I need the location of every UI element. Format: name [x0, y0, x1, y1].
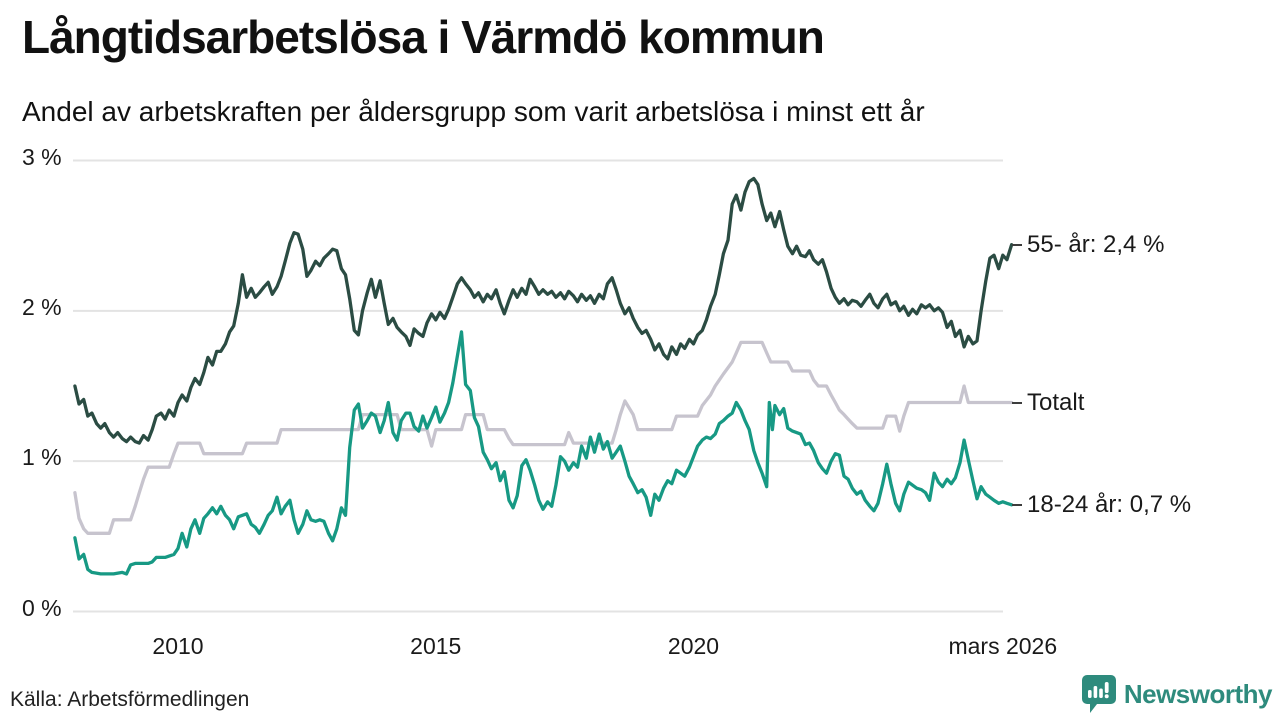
end-label-dash — [1012, 401, 1022, 404]
x-tick-label-mars-2026: mars 2026 — [948, 633, 1058, 659]
end-label-totalt: Totalt — [1012, 389, 1084, 417]
x-tick-label-2015: 2015 — [410, 633, 462, 659]
end-label-text: Totalt — [1027, 388, 1085, 416]
series-line-55-r — [73, 176, 1014, 445]
y-tick-label-2: 2 % — [22, 293, 62, 320]
end-label-dash — [1012, 243, 1022, 246]
page-title: Långtidsarbetslösa i Värmdö kommun — [22, 11, 825, 63]
end-label-55-r: 55- år: 2,4 % — [1012, 231, 1164, 259]
end-label-text: 18-24 år: 0,7 % — [1027, 490, 1192, 518]
newsworthy-wordmark: Newsworthy — [1123, 678, 1273, 709]
x-tick-label-2010: 2010 — [152, 633, 204, 659]
end-label-text: 55- år: 2,4 % — [1027, 230, 1165, 258]
newsworthy-logo-icon — [1081, 674, 1117, 714]
series-line-totalt — [73, 340, 1014, 535]
end-label-18-24-r: 18-24 år: 0,7 % — [1012, 491, 1191, 519]
series-line-18-24-r — [73, 330, 1014, 576]
source-note: Källa: Arbetsförmedlingen — [10, 688, 250, 711]
y-tick-label-0: 0 % — [22, 594, 62, 621]
chart-subtitle: Andel av arbetskraften per åldersgrupp s… — [22, 96, 925, 127]
newsworthy-brand: Newsworthy — [1081, 674, 1273, 714]
end-label-dash — [1012, 503, 1022, 506]
x-tick-label-2020: 2020 — [667, 633, 720, 659]
y-tick-label-3: 3 % — [22, 143, 62, 170]
y-tick-label-1: 1 % — [22, 444, 62, 471]
